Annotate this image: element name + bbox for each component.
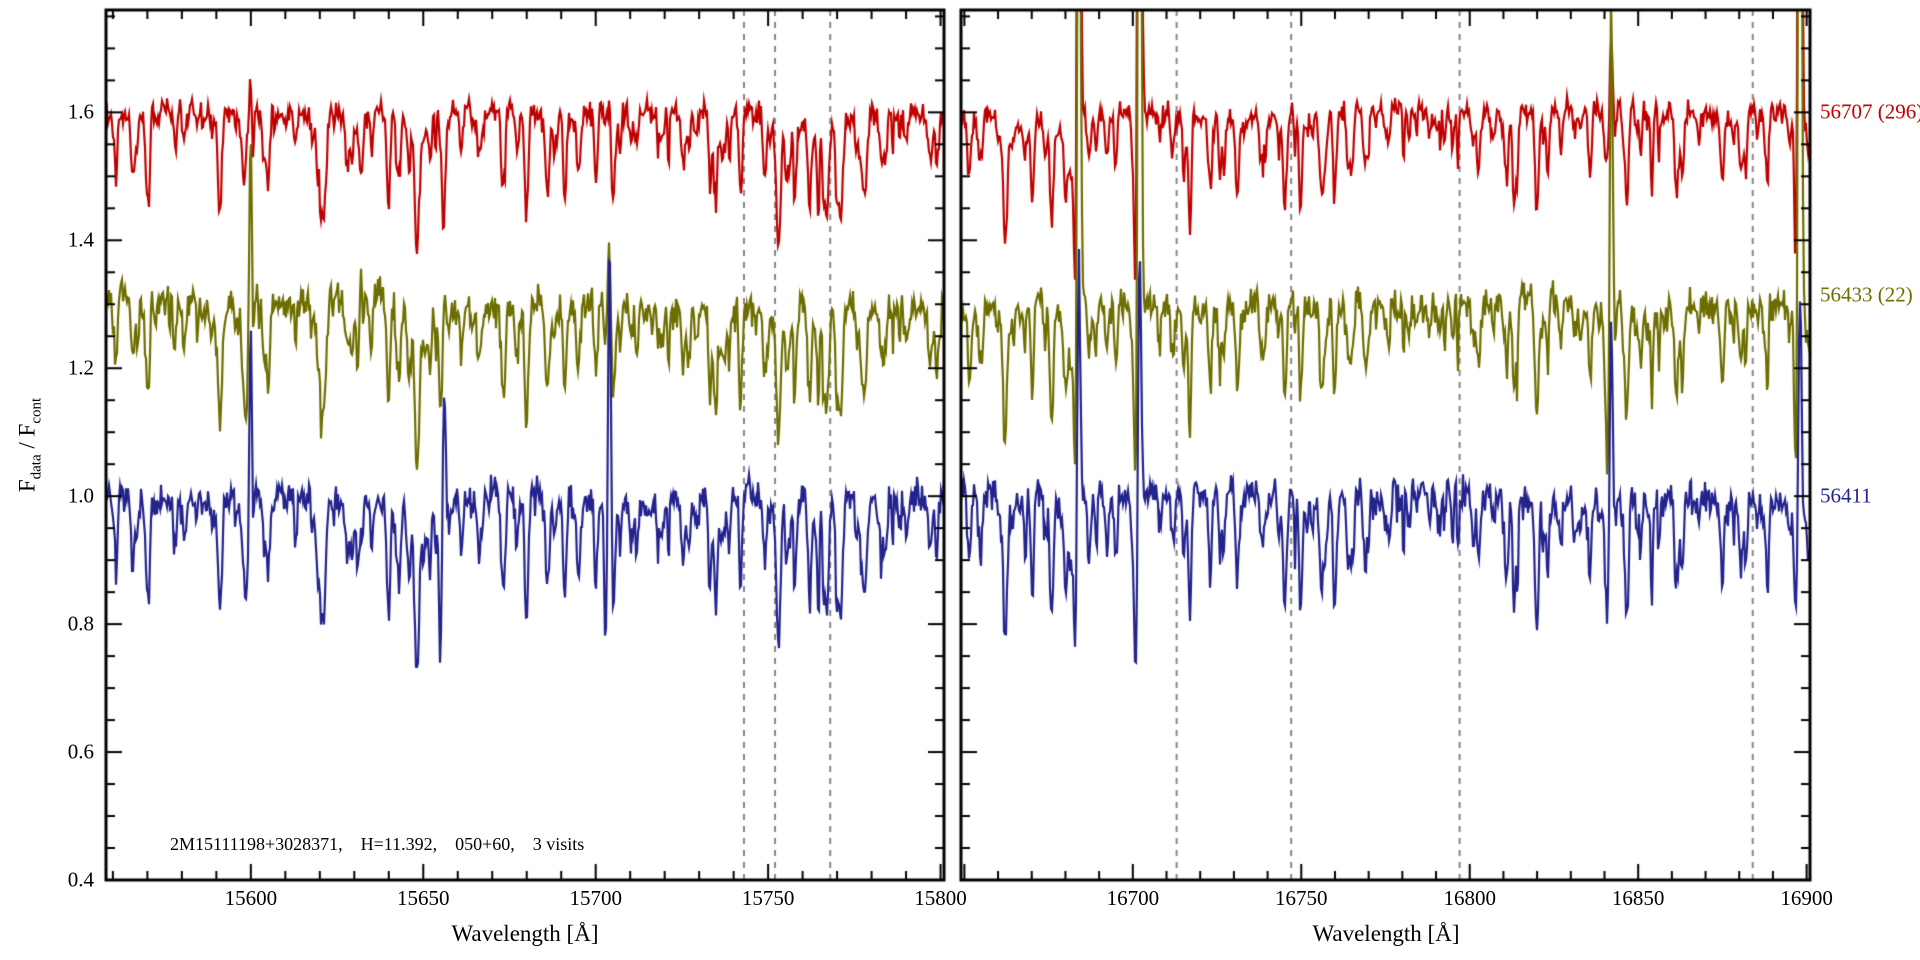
y-tick-label: 0.8	[67, 611, 94, 636]
target-annotation: 2M15111198+3028371, H=11.392, 050+60, 3 …	[170, 834, 585, 854]
x-tick-label: 16750	[1275, 886, 1328, 910]
y-axis-label: Fdata / Fcont	[15, 398, 46, 492]
series-label-56707: 56707 (296)	[1820, 99, 1920, 124]
y-axis-label-f: F	[14, 479, 40, 493]
x-axis-label-left-panel: Wavelength [Å]	[451, 921, 599, 946]
y-tick-label: 1.6	[67, 99, 94, 124]
y-axis-label-sub-data: data	[28, 454, 45, 480]
x-tick-label: 15700	[569, 886, 622, 910]
y-axis-label-sub-cont: cont	[28, 397, 45, 424]
y-tick-label: 0.6	[67, 739, 94, 764]
x-tick-label: 16900	[1780, 886, 1833, 910]
x-tick-label: 16700	[1106, 886, 1160, 910]
y-tick-label: 1.4	[67, 227, 94, 252]
x-axis-label-right-panel: Wavelength [Å]	[1312, 921, 1460, 946]
y-tick-label: 1.0	[67, 483, 94, 508]
x-tick-label: 15600	[224, 886, 278, 910]
x-tick-label: 15650	[397, 886, 450, 910]
x-tick-label: 15800	[914, 886, 967, 910]
y-axis-label-mid: / F	[14, 423, 40, 455]
y-tick-label: 1.2	[67, 355, 94, 380]
series-label-56411: 56411	[1820, 483, 1872, 508]
series-label-56433: 56433 (22)	[1820, 282, 1913, 307]
x-tick-label: 15750	[741, 886, 795, 910]
x-tick-label: 16850	[1611, 886, 1665, 910]
y-tick-label: 0.4	[67, 867, 94, 892]
x-tick-label: 16800	[1443, 886, 1496, 910]
